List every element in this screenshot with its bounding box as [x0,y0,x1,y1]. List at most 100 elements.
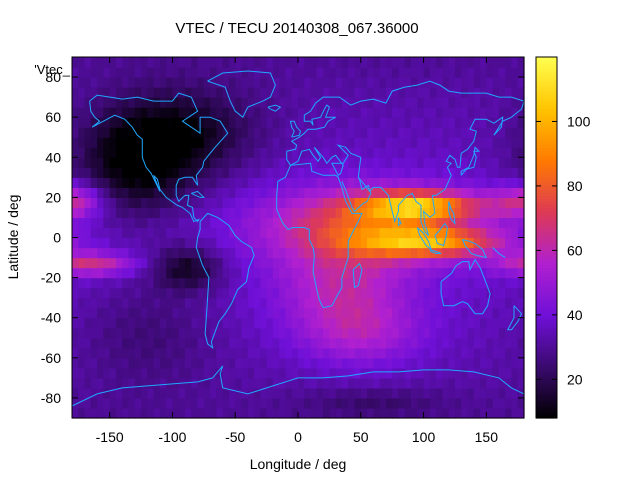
heat-cell [147,387,155,399]
coast-arabia [341,177,372,213]
heat-cell [486,157,494,168]
heat-cell [141,147,148,158]
heat-cell [385,57,393,68]
heat-cell [341,57,349,68]
heat-cell [103,237,111,249]
heat-cell [392,257,400,269]
heat-cell [298,207,305,219]
heat-cell [385,387,393,399]
heat-cell [505,57,513,68]
heat-cell [379,157,387,168]
heat-cell [392,207,400,219]
heat-cell [373,287,381,299]
heat-cell [222,57,230,68]
heat-cell [134,77,142,88]
heat-cell [411,387,418,399]
heat-cell [329,367,337,379]
heat-cell [147,337,155,349]
heat-cell [385,377,393,389]
heat-cell [498,307,506,319]
heat-cell [348,387,356,399]
heat-cell [385,297,393,309]
heat-cell [210,317,217,329]
heat-cell [310,157,318,168]
heat-cell [159,267,167,279]
heat-cell [505,227,513,239]
heat-cell [385,187,393,198]
heat-cell [367,77,374,88]
heat-cell [310,267,318,279]
colorbar-step [536,258,557,263]
heat-cell [97,257,104,269]
heat-cell [241,397,249,409]
heat-cell [141,397,148,409]
heat-cell [78,87,86,98]
heat-cell [216,287,224,299]
heat-cell [411,77,418,88]
colorbar-step [536,366,557,371]
heat-cell [166,97,174,108]
heat-cell [228,77,236,88]
heat-cell [323,397,330,409]
heat-cell [191,97,199,108]
heat-cell [147,257,155,269]
heat-cell [109,297,117,309]
heat-cell [185,297,192,309]
heat-cell [323,357,330,369]
heat-cell [304,337,312,349]
heat-cell [197,67,205,78]
heat-cell [216,147,224,158]
heat-cell [197,357,205,369]
heat-cell [285,237,293,249]
heat-cell [473,177,481,188]
heat-cell [373,217,381,229]
heat-cell [279,257,287,269]
heat-cell [341,377,349,389]
heat-cell [467,107,475,118]
coast-cuba [191,190,206,198]
heat-cell [329,267,337,279]
heat-cell [78,187,86,198]
heat-cell [480,187,487,198]
heat-cell [178,387,186,399]
colorbar-step [536,276,557,281]
heat-cell [228,357,236,369]
heat-cell [498,87,506,98]
heat-cell [291,387,299,399]
heat-cell [241,207,249,219]
heat-cell [335,177,343,188]
heat-cell [78,177,86,188]
heat-cell [84,137,92,148]
heat-cell [279,347,287,359]
heat-cell [417,367,425,379]
heat-cell [97,297,104,309]
heat-cell [103,357,111,369]
heat-cell [486,377,494,389]
heat-cell [442,87,450,98]
heat-cell [392,107,400,118]
heat-cell [159,357,167,369]
heat-cell [203,167,211,178]
heat-cell [78,117,86,128]
heat-cell [185,97,192,108]
heat-cell [411,157,418,168]
heat-cell [97,397,104,409]
heat-cell [436,267,443,279]
heat-cell [241,77,249,88]
heat-cell [291,217,299,229]
heat-cell [335,347,343,359]
heat-cell [417,177,425,188]
heat-cell [228,167,236,178]
heat-cell [109,57,117,68]
heat-cell [103,177,111,188]
heat-cell [141,87,148,98]
heat-cell [122,77,130,88]
y-tick-label: -20 [41,270,61,286]
heat-cell [429,307,437,319]
heat-cell [254,257,261,269]
heat-cell [448,187,456,198]
heat-cell [141,347,148,359]
heat-cell [222,327,230,339]
heat-cell [178,287,186,299]
heat-cell [72,137,79,148]
